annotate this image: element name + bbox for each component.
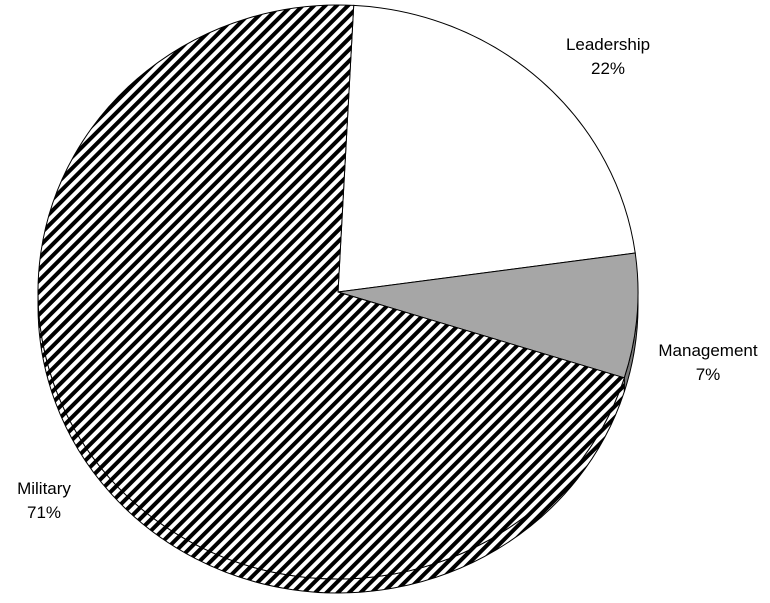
pie-slice-leadership <box>337 4 636 293</box>
slice-label-leadership-name: Leadership <box>566 35 650 54</box>
pie-labels-layer: Leadership 22% Management 7% Military 71… <box>17 35 758 522</box>
slice-label-management-name: Management <box>658 341 758 360</box>
pie-top-layer <box>37 4 639 580</box>
slice-label-military-value: 71% <box>27 503 61 522</box>
slice-label-military-name: Military <box>17 479 71 498</box>
slice-label-management-value: 7% <box>696 365 721 384</box>
pie-slice-military <box>37 4 625 580</box>
slice-label-leadership-value: 22% <box>591 59 625 78</box>
pie-slice-management <box>337 252 639 379</box>
